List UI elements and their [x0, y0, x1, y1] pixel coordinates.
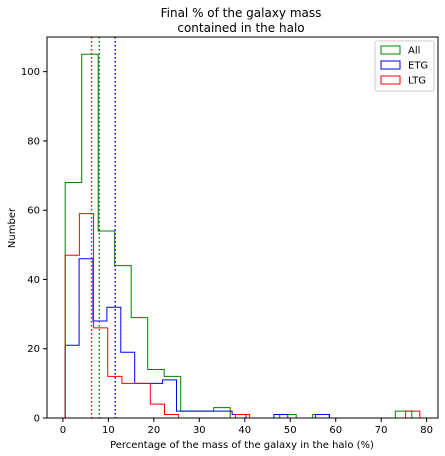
- x-tick-label: 60: [329, 425, 342, 436]
- y-tick-label: 20: [27, 344, 40, 355]
- y-tick-label: 80: [27, 136, 40, 147]
- x-axis-label: Percentage of the mass of the galaxy in …: [110, 440, 374, 451]
- histogram-step-all: [64, 53, 429, 419]
- y-tick-label: 40: [27, 275, 40, 286]
- y-axis-label: Number: [7, 207, 18, 248]
- plot-area: [64, 37, 429, 419]
- x-tick-label: 30: [193, 425, 206, 436]
- chart-title-line-2: contained in the halo: [177, 21, 304, 35]
- legend-swatch-all: [380, 45, 401, 55]
- histogram-step-etg: [64, 258, 344, 419]
- chart-title-line-1: Final % of the galaxy mass: [161, 6, 322, 20]
- x-tick-label: 50: [284, 425, 297, 436]
- x-tick-label: 10: [102, 425, 115, 436]
- histogram-step-ltg: [64, 213, 421, 419]
- x-axis-ticks: 0 10 20 30 40 50 60 70 80: [60, 418, 433, 436]
- x-tick-label: 70: [375, 425, 388, 436]
- y-axis-ticks: 0 20 40 60 80 100: [21, 67, 47, 425]
- plot-frame: [46, 36, 439, 419]
- x-tick-label: 40: [238, 425, 251, 436]
- legend-swatch-ltg: [380, 75, 401, 85]
- x-tick-label: 0: [60, 425, 66, 436]
- y-tick-label: 60: [27, 206, 40, 217]
- legend-label-ltg: LTG: [408, 76, 426, 87]
- legend-label-all: All: [408, 46, 420, 57]
- x-tick-label: 20: [147, 425, 160, 436]
- legend: All ETG LTG: [374, 40, 435, 92]
- x-tick-label: 80: [420, 425, 433, 436]
- legend-label-etg: ETG: [408, 61, 428, 72]
- y-tick-label: 100: [21, 67, 40, 78]
- y-tick-label: 0: [34, 414, 40, 425]
- legend-swatch-etg: [380, 60, 401, 70]
